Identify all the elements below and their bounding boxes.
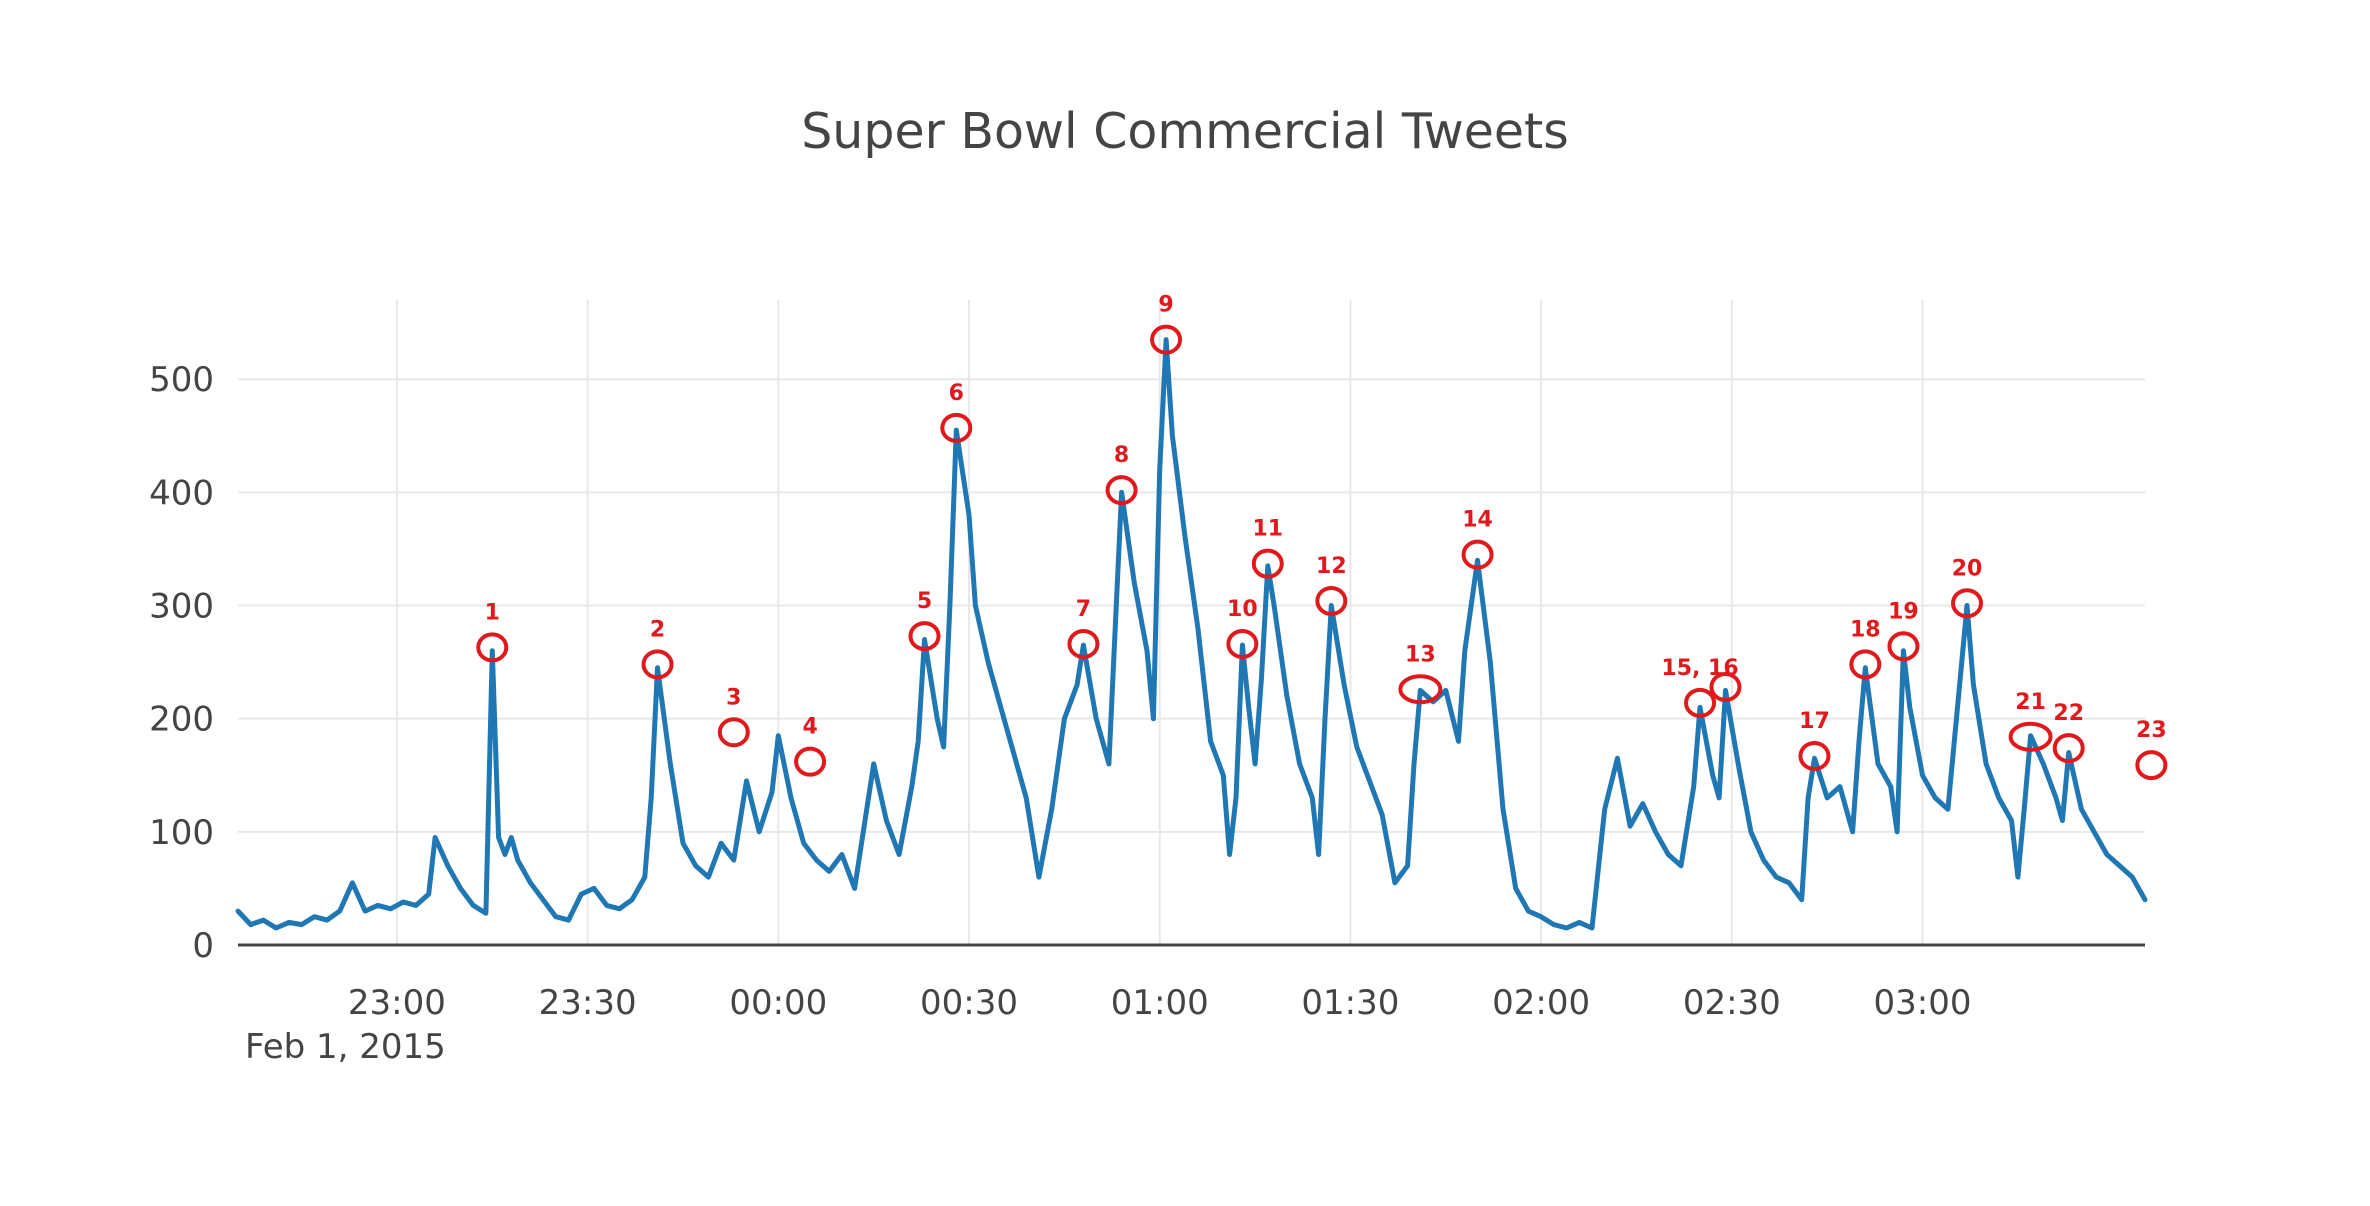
peak-label: 9	[1158, 293, 1173, 318]
peak-label: 20	[1952, 556, 1983, 581]
peak-marker	[2008, 721, 2053, 752]
peak-marker	[2052, 733, 2085, 764]
x-tick-label: 01:00	[1111, 983, 1209, 1023]
y-tick-label: 200	[149, 700, 214, 740]
peak-label: 11	[1252, 517, 1283, 542]
peak-marker	[908, 621, 941, 652]
x-tick-label: 02:30	[1683, 983, 1781, 1023]
peak-label: 2	[650, 617, 665, 642]
peak-marker	[1150, 324, 1183, 355]
peak-label: 22	[2053, 701, 2084, 726]
y-tick-label: 500	[149, 360, 214, 400]
y-tick-label: 400	[149, 473, 214, 513]
peak-label: 14	[1462, 508, 1493, 533]
peak-label: 18	[1850, 617, 1881, 642]
peak-label: 13	[1405, 642, 1436, 667]
peak-marker	[1798, 741, 1831, 772]
peak-marker	[1226, 629, 1259, 659]
y-tick-label: 100	[149, 813, 214, 853]
x-tick-label: 23:00	[348, 983, 446, 1023]
x-tick-label: 23:30	[539, 983, 637, 1023]
x-tick-label: 01:30	[1301, 983, 1399, 1023]
chart-title: Super Bowl Commercial Tweets	[801, 103, 1569, 160]
peak-label: 10	[1227, 597, 1258, 622]
peak-marker	[794, 746, 827, 777]
peak-marker	[1887, 631, 1920, 662]
peak-marker	[717, 717, 750, 748]
peak-label: 5	[917, 589, 932, 614]
peak-marker	[940, 412, 973, 443]
peak-label: 6	[949, 381, 964, 406]
peak-label: 4	[802, 715, 817, 740]
x-tick-label: 00:30	[920, 983, 1018, 1023]
series	[235, 337, 2148, 931]
peak-marker	[1251, 548, 1284, 579]
peak-marker	[1461, 539, 1494, 570]
peak-label: 12	[1316, 554, 1347, 579]
peak-marker	[641, 649, 674, 680]
peak-marker	[1849, 649, 1882, 680]
peak-label: 17	[1799, 709, 1830, 734]
peak-marker	[2135, 750, 2168, 781]
peak-label: 19	[1888, 599, 1919, 624]
x-tick-label: 00:00	[729, 983, 827, 1023]
peak-marker	[1684, 687, 1717, 718]
peak-marker	[1067, 629, 1100, 659]
x-axis-date-label: Feb 1, 2015	[245, 1027, 446, 1067]
peak-label: 15, 16	[1661, 656, 1738, 681]
peak-marker	[1105, 475, 1138, 506]
peak-label: 23	[2136, 718, 2167, 743]
y-tick-label: 0	[192, 926, 214, 966]
x-tick-label: 03:00	[1874, 983, 1972, 1023]
peak-label: 8	[1114, 443, 1129, 468]
peak-label: 21	[2015, 690, 2046, 715]
peak-marker	[1315, 586, 1348, 616]
peak-marker	[1709, 672, 1742, 702]
peak-label: 7	[1076, 597, 1091, 622]
y-tick-label: 300	[149, 587, 214, 627]
peak-marker	[476, 632, 509, 663]
axes: 23:00 23:30 00:00 00:30 01:00 01:30 02:00 02:30…	[149, 360, 2145, 1023]
tweets-series-line	[235, 337, 2148, 931]
peak-marker	[1398, 674, 1443, 705]
peak-marker	[1951, 588, 1984, 619]
peak-label: 3	[726, 685, 741, 710]
peak-label: 1	[485, 600, 500, 625]
x-tick-label: 02:00	[1492, 983, 1590, 1023]
gridlines	[238, 300, 2145, 945]
